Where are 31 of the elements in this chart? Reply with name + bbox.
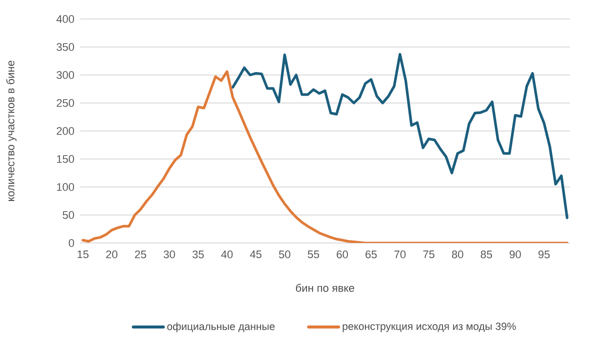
y-tick-label: 0 xyxy=(68,239,74,247)
x-tick-label: 65 xyxy=(366,250,377,258)
x-tick-label: 70 xyxy=(394,250,406,258)
y-axis-title: количество участков в бине xyxy=(6,60,17,202)
legend-label: официальные данные xyxy=(167,322,275,332)
y-tick-label: 100 xyxy=(57,183,74,191)
x-axis-title: бин по явке xyxy=(296,284,354,292)
y-tick-label: 250 xyxy=(56,99,74,107)
x-tick-label: 80 xyxy=(452,250,464,258)
x-tick-label: 20 xyxy=(106,250,118,258)
x-tick-label: 90 xyxy=(510,250,521,258)
x-tick-label: 85 xyxy=(480,250,492,258)
y-tick-label: 50 xyxy=(62,211,74,219)
x-tick-label: 35 xyxy=(192,250,204,258)
x-tick-label: 40 xyxy=(221,250,233,258)
x-tick-label: 60 xyxy=(336,250,348,258)
x-tick-label: 30 xyxy=(164,250,176,258)
x-tick-label: 25 xyxy=(134,250,146,258)
x-tick-label: 95 xyxy=(538,250,550,258)
y-tick-label: 300 xyxy=(56,71,74,79)
y-tick-label: 150 xyxy=(57,155,74,163)
x-tick-label: 15 xyxy=(78,250,89,258)
x-tick-label: 55 xyxy=(308,250,320,258)
legend-label: реконструкция исходя из моды 39% xyxy=(342,322,516,332)
x-tick-label: 75 xyxy=(423,250,434,258)
y-tick-label: 350 xyxy=(56,43,74,51)
line-series xyxy=(231,52,568,220)
x-tick-label: 50 xyxy=(278,250,290,258)
y-tick-label: 400 xyxy=(56,15,74,23)
x-tick-label: 45 xyxy=(250,250,262,258)
y-tick-label: 200 xyxy=(56,127,74,135)
